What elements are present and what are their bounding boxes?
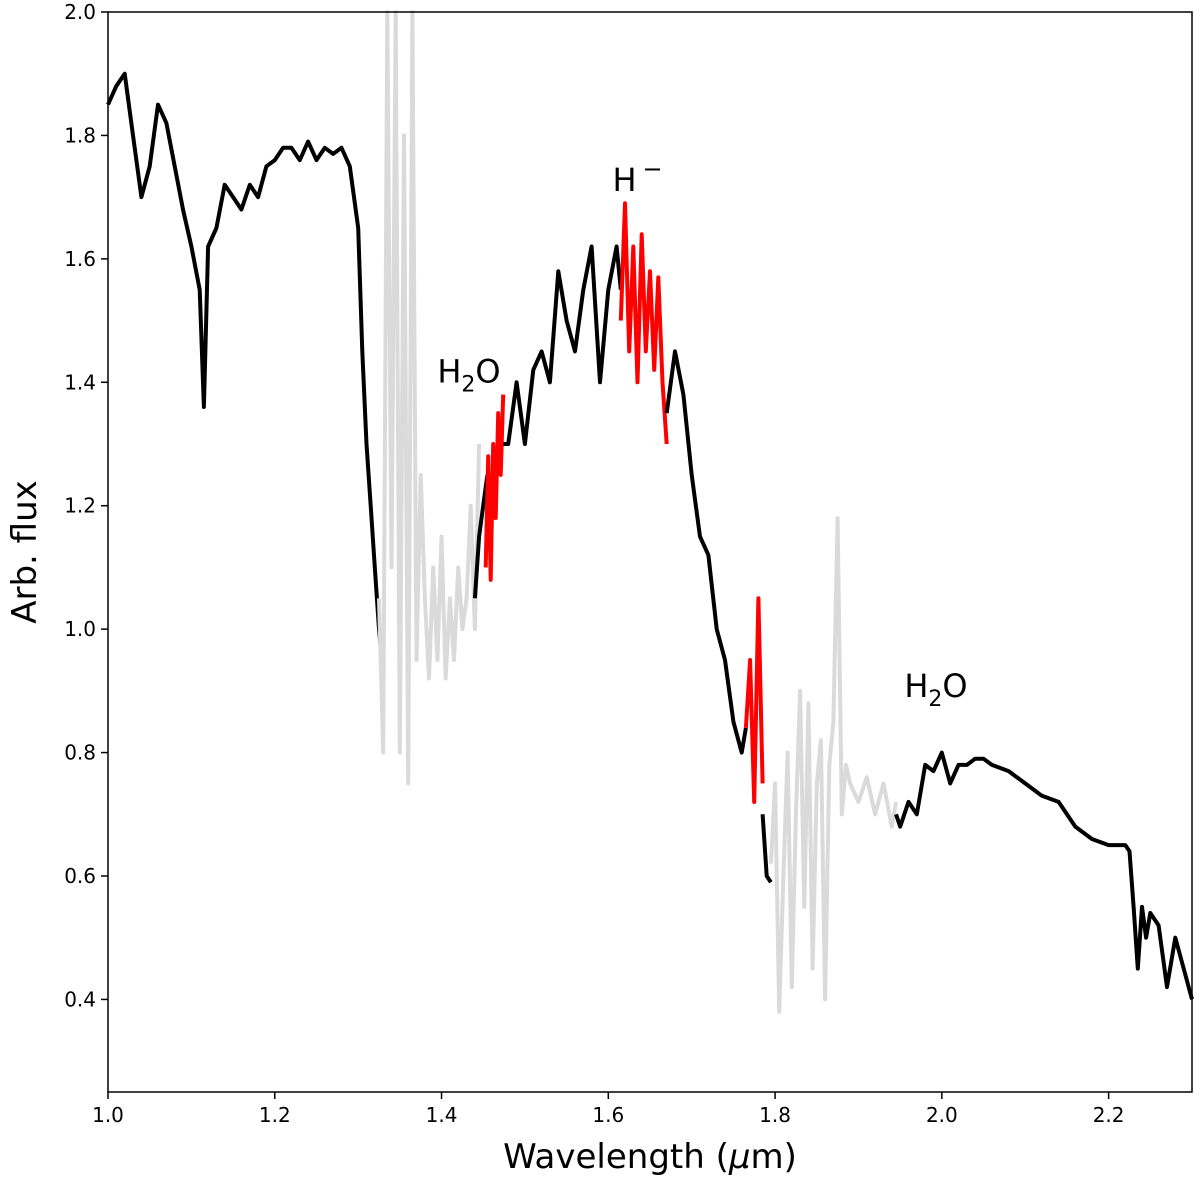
y-tick-label: 0.6	[64, 864, 96, 888]
y-axis-ticks: 0.4 0.6 0.8 1.0 1.2 1.4 1.6 1.8 2.0	[64, 0, 108, 1011]
y-axis-label: Arb. flux	[5, 480, 45, 624]
x-tick-label: 1.8	[759, 1103, 791, 1127]
annotation-h-minus-superscript: −	[643, 155, 663, 183]
x-tick-label: 2.0	[926, 1103, 958, 1127]
annotation-h2o-right-subscript: 2	[928, 687, 942, 712]
x-tick-label: 1.0	[92, 1103, 124, 1127]
annotation-h2o-right-base: H	[904, 667, 928, 705]
y-tick-label: 0.8	[64, 741, 96, 765]
annotation-h2o-left-rest: O	[475, 352, 500, 390]
x-axis-label-mu: μ	[728, 1137, 751, 1177]
telluric-1p9	[768, 516, 898, 1014]
annotation-h-minus-base: H	[612, 161, 636, 199]
spectrum-j-band	[106, 71, 386, 673]
annotation-h-minus: H −	[612, 155, 662, 199]
annotation-h2o-left-subscript: 2	[461, 372, 475, 397]
annotation-h2o-right: H2O	[904, 667, 967, 712]
spectrum-h-band-red	[664, 349, 748, 755]
annotation-h2o-left-base: H	[437, 352, 461, 390]
highlight-h2o-1p45	[483, 394, 506, 582]
spectrum-k-band	[894, 750, 1194, 1000]
spectrum-h-band-blue	[472, 474, 490, 599]
y-tick-label: 1.6	[64, 247, 96, 271]
x-tick-label: 1.6	[592, 1103, 624, 1127]
x-axis-ticks: 1.0 1.2 1.4 1.6 1.8 2.0 2.2	[92, 1092, 1125, 1127]
highlight-h2o-1p78	[743, 596, 765, 804]
plot-frame	[107, 11, 1193, 1093]
y-tick-label: 2.0	[64, 0, 96, 24]
x-tick-label: 2.2	[1093, 1103, 1125, 1127]
annotation-h2o-left: H2O	[437, 352, 500, 397]
x-axis-label-part-3: m)	[751, 1137, 797, 1177]
y-tick-label: 0.4	[64, 987, 96, 1011]
x-tick-label: 1.2	[259, 1103, 291, 1127]
spectrum-h-edge	[760, 814, 773, 884]
y-tick-label: 1.2	[64, 494, 96, 518]
spectrum-h-band	[503, 244, 623, 446]
highlight-h-minus	[618, 201, 669, 445]
telluric-1p4	[377, 10, 482, 786]
x-axis-label-part-1: Wavelength (	[503, 1137, 729, 1177]
x-tick-label: 1.4	[426, 1103, 458, 1127]
y-tick-label: 1.0	[64, 617, 96, 641]
y-tick-label: 1.4	[64, 370, 96, 394]
x-axis-label: Wavelength (μm)	[503, 1137, 797, 1177]
y-tick-label: 1.8	[64, 123, 96, 147]
annotation-h2o-right-rest: O	[942, 667, 967, 705]
